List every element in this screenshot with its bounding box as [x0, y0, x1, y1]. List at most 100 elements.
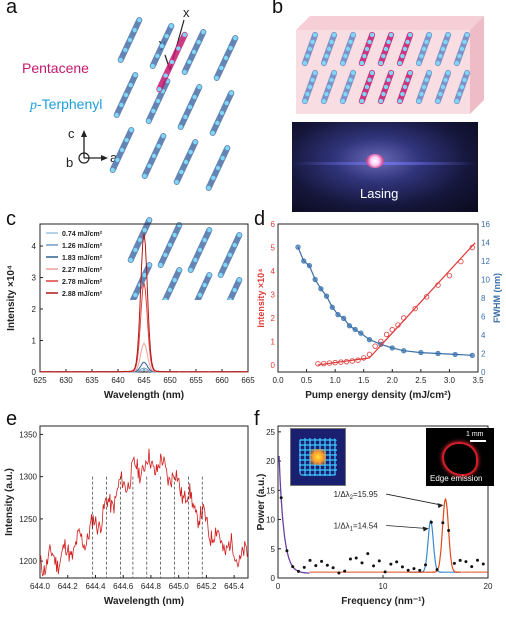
- chart-d-xlabel: Pump energy density (mJ/cm²): [305, 390, 451, 401]
- atom: [150, 63, 155, 69]
- atom: [123, 92, 129, 98]
- atom: [223, 262, 228, 268]
- intensity-fit-below: [317, 357, 370, 366]
- chart-c-x-tick-label: 660: [215, 376, 229, 385]
- atom: [310, 77, 315, 83]
- chart-e-y-tick-label: 1200: [19, 557, 37, 566]
- peak2-fit: [409, 497, 462, 573]
- fourier-data-point: [441, 521, 445, 525]
- atom: [188, 149, 193, 155]
- spectrum-line-6: [39, 233, 249, 373]
- chart-f-xlabel: Frequency (nm⁻¹): [341, 596, 425, 607]
- terphenyl-molecule: [226, 277, 243, 300]
- fourier-data-point: [343, 569, 347, 573]
- intensity-point: [372, 343, 378, 349]
- crystal-structure-figure: x y c b a: [66, 5, 243, 300]
- chart-f-y-tick-label: 15: [266, 486, 275, 495]
- atom: [163, 73, 168, 78]
- fourier-data-point: [389, 562, 393, 566]
- chart-c-x-tick-label: 655: [189, 376, 203, 385]
- atom: [462, 77, 467, 83]
- atom: [305, 91, 310, 97]
- atom: [464, 70, 470, 76]
- scale-bar: [470, 440, 486, 442]
- fourier-data-point: [458, 558, 462, 562]
- legend-label-4: 2.27 mJ/cm²: [62, 267, 103, 274]
- atom: [227, 297, 233, 300]
- legend-label-1: 0.74 mJ/cm²: [62, 231, 103, 238]
- atom: [421, 46, 427, 52]
- chart-d-yright-tick-label: 8: [481, 294, 486, 303]
- atom: [197, 247, 203, 253]
- fourier-data-point: [464, 560, 468, 564]
- atom: [193, 257, 198, 263]
- atom: [178, 124, 183, 130]
- atom: [443, 77, 448, 83]
- atom: [158, 262, 163, 268]
- panel-c-label: c: [6, 208, 16, 230]
- fourier-data-point: [308, 558, 312, 562]
- atom: [187, 104, 193, 110]
- atom: [435, 98, 441, 104]
- chart-e-x-tick-label: 644.0: [30, 582, 51, 591]
- atom: [128, 82, 133, 88]
- atom: [359, 98, 365, 104]
- atom: [142, 173, 147, 179]
- atom: [110, 167, 115, 173]
- atom: [421, 84, 427, 90]
- chart-d-yleft-tick-label: 0: [271, 361, 276, 370]
- chart-d-x-tick-label: 1.5: [358, 376, 370, 385]
- atom: [142, 227, 147, 233]
- fourier-data-point: [285, 549, 289, 553]
- intensity-point: [423, 294, 430, 300]
- atom: [133, 72, 138, 78]
- legend-label-2: 1.26 mJ/cm²: [62, 243, 103, 250]
- chart-e-y-tick-label: 1350: [19, 430, 37, 439]
- atom: [215, 120, 220, 126]
- atom: [324, 53, 329, 59]
- atom: [302, 98, 308, 104]
- atom: [348, 39, 353, 45]
- atom: [321, 98, 327, 104]
- atom: [407, 70, 413, 76]
- fourier-data-point: [481, 562, 485, 566]
- chart-d-yleft-tick-label: 4: [271, 267, 276, 276]
- annotation-value: =15.95: [353, 490, 378, 499]
- chart-c-y-tick-label: 1: [32, 337, 37, 346]
- fourier-data-point: [377, 559, 381, 563]
- atom: [438, 91, 443, 97]
- scale-bar-label: 1 mm: [466, 431, 484, 438]
- atom: [191, 49, 197, 55]
- chart-d-ylabel-right: FWHM (nm): [492, 273, 502, 323]
- atom: [163, 297, 168, 300]
- fourier-data-point: [302, 565, 306, 569]
- atom: [167, 287, 173, 293]
- atom: [307, 84, 313, 90]
- fourier-data-point: [383, 570, 387, 574]
- atom: [137, 17, 142, 23]
- chart-d-ylabel-left: Intensity ×10⁴: [256, 268, 266, 327]
- atom: [381, 53, 386, 59]
- fourier-data-point: [418, 568, 422, 572]
- chart-c-y-tick-label: 0: [32, 368, 37, 377]
- arrow-right-icon: [101, 155, 108, 161]
- chart-d-x-tick-label: 0.0: [272, 376, 284, 385]
- panel-f-label: f: [254, 408, 260, 430]
- atom: [219, 65, 224, 71]
- intensity-point: [315, 361, 321, 367]
- chart-d-yleft-tick-label: 2: [271, 314, 276, 323]
- edge-emission-caption: Edge emission: [430, 474, 483, 483]
- chart-e-x-tick-label: 644.6: [113, 582, 134, 591]
- fourier-annotation-2: 1/Δλ1=14.54: [334, 521, 379, 532]
- emission-ring: [442, 442, 478, 476]
- fourier-data-point: [476, 558, 479, 562]
- chart-d-yright-tick-label: 10: [481, 276, 490, 285]
- atom: [457, 53, 462, 59]
- chart-e-ylabel: Intensity (a.u.): [4, 468, 15, 536]
- atom: [340, 60, 346, 66]
- atom: [206, 185, 211, 191]
- atom: [207, 227, 212, 233]
- atom: [340, 98, 346, 104]
- atom: [435, 60, 441, 66]
- atom: [419, 91, 424, 97]
